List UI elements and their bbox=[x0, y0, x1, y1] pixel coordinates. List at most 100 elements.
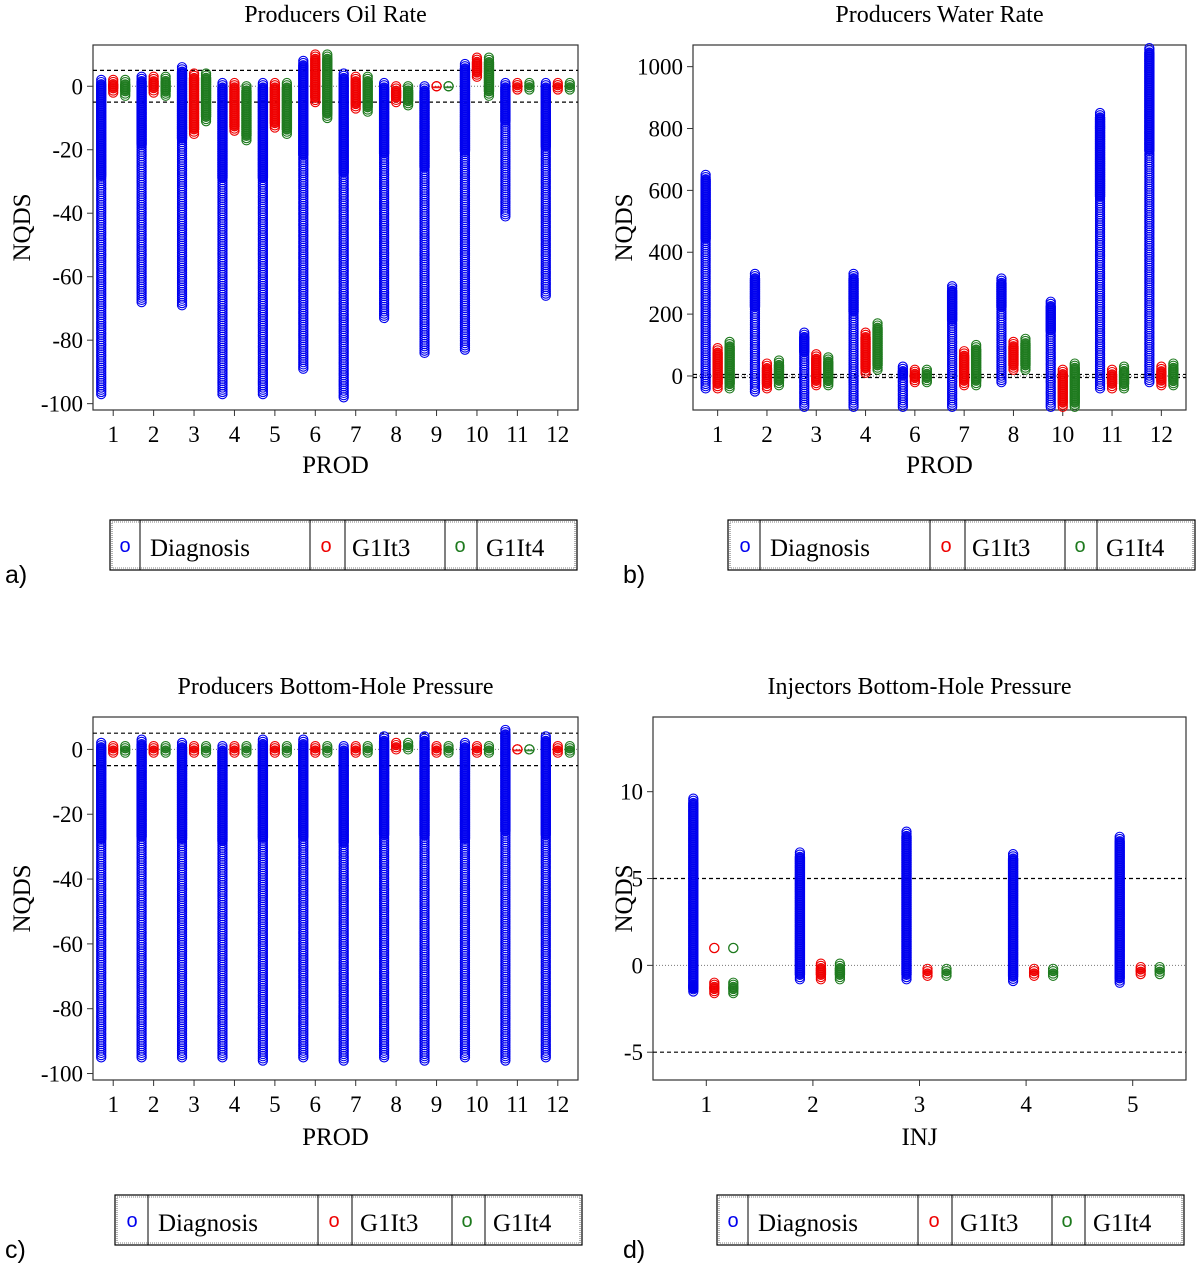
x-tick-label: 8 bbox=[390, 422, 402, 447]
data-point bbox=[217, 388, 228, 400]
legend-label-diagnosis: Diagnosis bbox=[158, 1210, 258, 1237]
data-band bbox=[500, 83, 511, 126]
legend-label-diagnosis: Diagnosis bbox=[150, 535, 250, 562]
x-tick-label: 4 bbox=[860, 422, 872, 447]
data-band bbox=[298, 60, 309, 160]
data-band bbox=[700, 174, 711, 244]
data-band bbox=[148, 76, 159, 93]
legend-label-g1it3: G1It3 bbox=[972, 535, 1030, 562]
x-tick-label: 5 bbox=[269, 422, 281, 447]
x-tick-label: 12 bbox=[546, 422, 569, 447]
y-tick-label: -60 bbox=[52, 265, 83, 290]
data-point bbox=[540, 290, 551, 301]
x-tick-label: 4 bbox=[229, 422, 241, 447]
plot-frame bbox=[92, 44, 579, 411]
x-tick-label: 11 bbox=[506, 1092, 528, 1117]
x-axis-label: INJ bbox=[901, 1124, 937, 1151]
y-tick-label: -60 bbox=[52, 932, 83, 957]
data-point bbox=[700, 383, 711, 394]
x-tick-label: 5 bbox=[269, 1092, 281, 1117]
panel-label: b) bbox=[623, 561, 645, 589]
chart-title: Producers Water Rate bbox=[835, 2, 1043, 28]
x-tick-label: 6 bbox=[310, 1092, 322, 1117]
data-band bbox=[160, 76, 171, 96]
data-band bbox=[1144, 48, 1155, 155]
data-band bbox=[419, 736, 430, 841]
data-band bbox=[431, 746, 442, 753]
chart-title: Producers Bottom-Hole Pressure bbox=[178, 674, 494, 700]
series-diagnosis bbox=[96, 724, 551, 1066]
y-tick-label: -20 bbox=[52, 138, 83, 163]
data-band bbox=[310, 746, 321, 753]
data-band bbox=[200, 73, 212, 122]
data-point bbox=[257, 388, 269, 400]
y-tick-label: -20 bbox=[52, 802, 83, 827]
panel-c: Producers Bottom-Hole Pressure0-20-40-60… bbox=[5, 674, 583, 1264]
data-band bbox=[897, 366, 909, 380]
data-band bbox=[281, 83, 293, 134]
y-axis-label: NQDS bbox=[611, 193, 638, 261]
data-band bbox=[322, 54, 333, 118]
legend-marker-g1it4: o bbox=[1074, 535, 1085, 557]
x-tick-label: 11 bbox=[1101, 422, 1123, 447]
data-band bbox=[241, 86, 252, 141]
plot-frame bbox=[652, 716, 1187, 1081]
x-tick-label: 9 bbox=[431, 1092, 443, 1117]
data-band bbox=[970, 345, 982, 386]
data-point bbox=[96, 388, 107, 400]
x-tick-label: 5 bbox=[1127, 1092, 1139, 1117]
data-band bbox=[946, 286, 958, 325]
y-tick-label: -100 bbox=[41, 1062, 83, 1087]
legend-box bbox=[109, 519, 578, 571]
data-band bbox=[378, 83, 390, 159]
data-band bbox=[310, 54, 321, 103]
data-band bbox=[443, 86, 454, 89]
legend-marker-diagnosis: o bbox=[119, 535, 130, 557]
x-tick-label: 10 bbox=[465, 422, 488, 447]
data-band bbox=[281, 746, 293, 753]
y-tick-label: 0 bbox=[72, 74, 84, 99]
data-band bbox=[298, 739, 309, 842]
data-band bbox=[524, 749, 535, 752]
legend-label-g1it4: G1It4 bbox=[1106, 535, 1165, 562]
legend-marker-diagnosis: o bbox=[126, 1210, 137, 1232]
x-tick-label: 4 bbox=[229, 1092, 241, 1117]
data-band bbox=[799, 332, 810, 357]
data-band bbox=[96, 79, 107, 181]
y-tick-label: -80 bbox=[52, 328, 83, 353]
series-diagnosis bbox=[96, 55, 551, 403]
y-tick-label: 0 bbox=[632, 953, 644, 978]
data-band bbox=[148, 746, 159, 753]
data-band bbox=[322, 746, 333, 753]
data-band bbox=[524, 83, 535, 90]
x-axis-label: PROD bbox=[906, 452, 973, 479]
data-band bbox=[188, 73, 200, 134]
legend-inner-border bbox=[111, 521, 576, 569]
data-band bbox=[229, 746, 240, 753]
data-band bbox=[811, 354, 822, 386]
data-band bbox=[120, 79, 131, 96]
x-tick-label: 7 bbox=[350, 422, 362, 447]
data-band bbox=[471, 57, 483, 77]
data-point bbox=[431, 81, 442, 92]
data-band bbox=[96, 742, 107, 844]
data-point bbox=[419, 347, 430, 359]
x-tick-label: 6 bbox=[909, 422, 921, 447]
x-tick-label: 2 bbox=[761, 422, 773, 447]
data-band bbox=[958, 351, 970, 386]
y-tick-label: 200 bbox=[649, 302, 684, 327]
data-band bbox=[108, 79, 119, 93]
data-band bbox=[860, 332, 871, 373]
data-band bbox=[1057, 369, 1068, 407]
data-band bbox=[909, 369, 921, 383]
panel-label: a) bbox=[5, 561, 27, 589]
data-band bbox=[136, 739, 147, 842]
legend: o Diagnosis o G1It3 o G1It4 bbox=[114, 1194, 583, 1246]
y-tick-label: 600 bbox=[649, 178, 684, 203]
data-band bbox=[773, 360, 785, 386]
data-band bbox=[1168, 363, 1179, 386]
legend-label-g1it4: G1It4 bbox=[493, 1210, 552, 1237]
data-band bbox=[120, 746, 131, 753]
data-band bbox=[564, 746, 575, 753]
